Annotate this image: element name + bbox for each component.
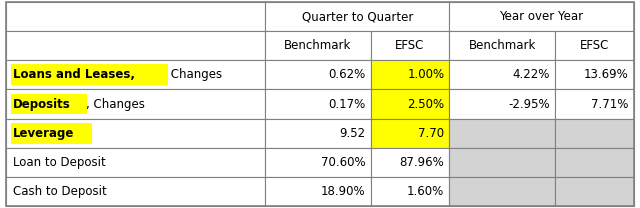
Text: Loans and Leases,: Loans and Leases,: [13, 68, 134, 81]
Bar: [555, 31, 634, 60]
Text: 2.50%: 2.50%: [407, 98, 444, 110]
Bar: [555, 60, 634, 89]
Text: 1.00%: 1.00%: [407, 68, 444, 81]
Bar: [265, 60, 371, 89]
Bar: [371, 148, 449, 177]
Text: -2.95%: -2.95%: [508, 98, 550, 110]
Text: 18.90%: 18.90%: [321, 185, 365, 198]
Text: 7.70: 7.70: [418, 127, 444, 140]
Bar: [265, 89, 371, 119]
Text: Leverage: Leverage: [13, 127, 74, 140]
Bar: [371, 89, 449, 119]
Bar: [449, 60, 555, 89]
Text: Benchmark: Benchmark: [284, 39, 351, 52]
Text: Quarter to Quarter: Quarter to Quarter: [301, 10, 413, 23]
Bar: [449, 2, 634, 31]
Bar: [6, 119, 265, 148]
Text: 4.22%: 4.22%: [513, 68, 550, 81]
Bar: [449, 119, 555, 148]
Bar: [265, 177, 371, 206]
Bar: [555, 177, 634, 206]
Bar: [265, 119, 371, 148]
Text: 7.71%: 7.71%: [591, 98, 628, 110]
Text: Loan to Deposit: Loan to Deposit: [13, 156, 106, 169]
Text: EFSC: EFSC: [396, 39, 425, 52]
Text: Benchmark: Benchmark: [468, 39, 536, 52]
Bar: [371, 119, 449, 148]
Text: 0.62%: 0.62%: [328, 68, 365, 81]
Bar: [6, 89, 265, 119]
Text: , Changes: , Changes: [86, 98, 145, 110]
Text: 0.17%: 0.17%: [328, 98, 365, 110]
Text: 9.52: 9.52: [339, 127, 365, 140]
Text: 13.69%: 13.69%: [584, 68, 628, 81]
Text: 87.96%: 87.96%: [399, 156, 444, 169]
Bar: [371, 177, 449, 206]
Bar: [6, 31, 265, 60]
Bar: [12, 64, 168, 85]
Bar: [6, 60, 265, 89]
Text: 70.60%: 70.60%: [321, 156, 365, 169]
Bar: [6, 177, 265, 206]
Bar: [6, 2, 265, 31]
Text: Cash to Deposit: Cash to Deposit: [13, 185, 106, 198]
Bar: [555, 148, 634, 177]
Bar: [449, 177, 555, 206]
Bar: [265, 2, 449, 31]
Text: Changes: Changes: [167, 68, 222, 81]
Bar: [265, 31, 371, 60]
Bar: [6, 148, 265, 177]
Bar: [449, 148, 555, 177]
Bar: [265, 148, 371, 177]
Bar: [449, 89, 555, 119]
Text: 1.60%: 1.60%: [407, 185, 444, 198]
Bar: [555, 89, 634, 119]
Bar: [12, 94, 87, 114]
Bar: [371, 60, 449, 89]
Bar: [371, 31, 449, 60]
Bar: [449, 31, 555, 60]
Text: EFSC: EFSC: [579, 39, 609, 52]
Text: Year over Year: Year over Year: [499, 10, 584, 23]
Bar: [555, 119, 634, 148]
Bar: [12, 123, 92, 144]
Text: Deposits: Deposits: [13, 98, 70, 110]
